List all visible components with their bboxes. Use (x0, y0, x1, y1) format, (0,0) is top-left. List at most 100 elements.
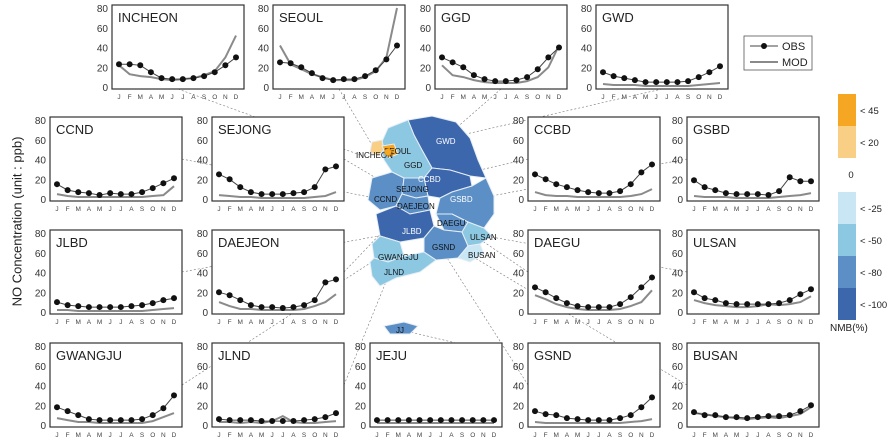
x-tick-label: J (109, 319, 112, 326)
x-tick-label: N (384, 94, 389, 101)
x-tick-label: J (271, 432, 274, 439)
y-tick-label: 20 (420, 63, 432, 74)
x-tick-label: M (575, 319, 580, 326)
obs-point (107, 190, 114, 197)
obs-point (722, 190, 729, 197)
obs-point (126, 61, 133, 68)
obs-point (298, 64, 305, 71)
x-tick-label: J (692, 319, 695, 326)
y-tick-label: 20 (672, 401, 684, 412)
mod-series-line (56, 185, 175, 198)
panel-title: DAEGU (534, 235, 580, 250)
obs-point (222, 62, 229, 69)
mod-series-line (534, 289, 653, 311)
obs-point (311, 184, 318, 191)
obs-point (808, 286, 814, 293)
y-tick-label: 0 (202, 308, 208, 319)
x-tick-label: M (575, 432, 580, 439)
obs-point (351, 76, 358, 83)
x-tick-label: N (323, 432, 328, 439)
map-label-jlnd: JLND (384, 268, 404, 277)
x-tick-label: D (334, 432, 339, 439)
x-tick-label: S (777, 206, 782, 213)
obs-point (585, 417, 592, 424)
y-tick-label: 20 (97, 63, 109, 74)
mod-series-line (218, 293, 337, 311)
map-label-gwd: GWD (436, 137, 456, 146)
obs-point (64, 302, 71, 309)
obs-point (733, 301, 740, 308)
obs-point (117, 417, 124, 424)
x-tick-label: A (766, 319, 771, 326)
obs-point (449, 59, 456, 66)
x-tick-label: A (129, 432, 134, 439)
colorbar-label: < 20 (860, 138, 879, 149)
obs-point (691, 177, 697, 184)
x-tick-label: F (66, 319, 70, 326)
obs-point (258, 304, 265, 311)
x-tick-label: J (332, 94, 335, 101)
x-tick-label: F (451, 94, 455, 101)
x-tick-label: N (161, 206, 166, 213)
obs-point (85, 304, 92, 311)
x-tick-label: M (299, 94, 304, 101)
obs-point (776, 413, 783, 420)
x-tick-label: D (172, 206, 177, 213)
map-label-sejong: SEJONG (396, 185, 429, 194)
obs-point (75, 412, 82, 419)
mod-series-line (57, 307, 175, 312)
obs-point (301, 302, 308, 309)
x-tick-label: A (249, 206, 254, 213)
x-tick-label: D (172, 432, 177, 439)
x-tick-label: J (587, 206, 590, 213)
x-tick-label: O (535, 94, 540, 101)
obs-point (754, 301, 761, 308)
x-tick-label: J (55, 206, 58, 213)
x-tick-label: J (217, 206, 220, 213)
x-tick-label: N (798, 206, 803, 213)
obs-point (786, 412, 793, 419)
x-tick-label: S (302, 206, 307, 213)
x-tick-label: M (138, 94, 143, 101)
obs-point (322, 166, 329, 173)
x-tick-label: N (323, 319, 328, 326)
x-tick-label: M (482, 94, 487, 101)
obs-point (691, 289, 697, 296)
x-tick-label: M (734, 206, 739, 213)
obs-point (627, 294, 634, 301)
x-tick-label: J (692, 206, 695, 213)
panel-frame (686, 116, 820, 202)
x-tick-label: J (271, 319, 274, 326)
obs-point (139, 189, 146, 196)
x-tick-label: D (172, 319, 177, 326)
panel-frame (211, 116, 345, 202)
obs-point (532, 171, 538, 178)
panel-frame (211, 342, 345, 428)
obs-point (137, 62, 144, 69)
obs-point (269, 418, 276, 425)
x-tick-label: S (302, 319, 307, 326)
x-tick-label: O (628, 319, 633, 326)
obs-point (226, 292, 233, 299)
obs-point (149, 185, 156, 192)
x-tick-label: N (161, 319, 166, 326)
obs-point (717, 63, 723, 70)
obs-point (117, 191, 124, 198)
mod-series-line (693, 192, 812, 199)
x-tick-label: M (259, 319, 264, 326)
obs-point (437, 417, 444, 424)
x-tick-label: M (159, 94, 164, 101)
y-tick-label: 60 (35, 136, 47, 147)
obs-point (617, 188, 624, 195)
y-tick-label: 20 (197, 288, 209, 299)
x-tick-label: M (734, 319, 739, 326)
obs-point (128, 417, 135, 424)
obs-point (211, 69, 218, 76)
x-tick-label: M (97, 319, 102, 326)
x-tick-label: J (533, 319, 536, 326)
x-tick-label: J (746, 432, 749, 439)
obs-point (701, 295, 708, 302)
x-tick-label: A (675, 94, 680, 101)
